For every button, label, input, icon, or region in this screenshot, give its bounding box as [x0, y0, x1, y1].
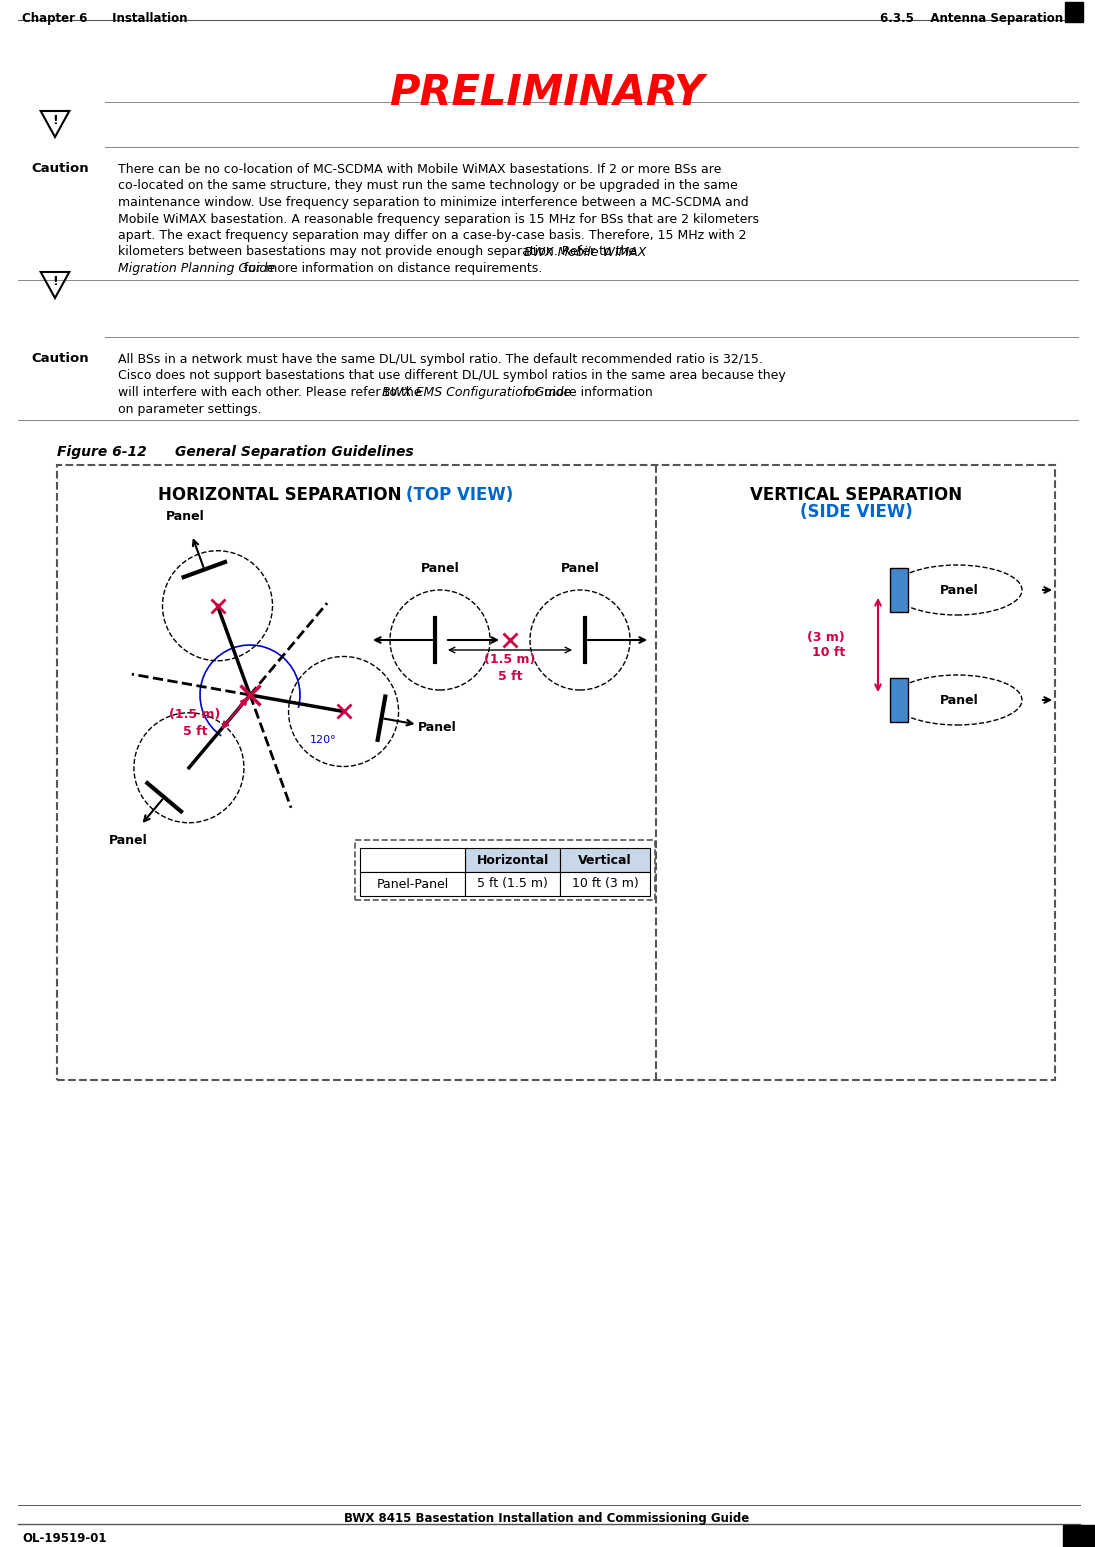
- Bar: [360, 848, 465, 873]
- Text: All BSs in a network must have the same DL/UL symbol ratio. The default recommen: All BSs in a network must have the same …: [118, 353, 763, 367]
- Bar: [465, 848, 560, 873]
- Text: Horizontal: Horizontal: [476, 854, 549, 866]
- Text: General Separation Guidelines: General Separation Guidelines: [175, 446, 414, 459]
- Text: 6-13: 6-13: [1062, 1535, 1095, 1547]
- Text: (1.5 m): (1.5 m): [484, 653, 535, 667]
- Text: will interfere with each other. Please refer to the: will interfere with each other. Please r…: [118, 387, 426, 399]
- Text: Panel: Panel: [940, 693, 979, 707]
- Text: Panel: Panel: [108, 834, 147, 848]
- Text: Panel: Panel: [561, 562, 599, 575]
- Text: Panel: Panel: [420, 562, 460, 575]
- Text: There can be no co-location of MC-SCDMA with Mobile WiMAX basestations. If 2 or : There can be no co-location of MC-SCDMA …: [118, 162, 722, 176]
- Text: Mobile WiMAX basestation. A reasonable frequency separation is 15 MHz for BSs th: Mobile WiMAX basestation. A reasonable f…: [118, 212, 759, 226]
- Bar: [890, 678, 908, 722]
- Text: VERTICAL SEPARATION: VERTICAL SEPARATION: [750, 486, 963, 504]
- Bar: [360, 873, 465, 896]
- Bar: [890, 568, 908, 613]
- Text: OL-19519-01: OL-19519-01: [22, 1532, 106, 1545]
- Text: HORIZONTAL SEPARATION: HORIZONTAL SEPARATION: [159, 486, 402, 504]
- Text: (SIDE VIEW): (SIDE VIEW): [799, 503, 912, 521]
- Text: for more information on distance requirements.: for more information on distance require…: [240, 261, 542, 275]
- Text: 6.3.5    Antenna Separation: 6.3.5 Antenna Separation: [880, 12, 1063, 25]
- Text: (TOP VIEW): (TOP VIEW): [406, 486, 514, 504]
- Text: Chapter 6      Installation: Chapter 6 Installation: [22, 12, 187, 25]
- Bar: [560, 873, 650, 896]
- Text: Cisco does not support basestations that use different DL/UL symbol ratios in th: Cisco does not support basestations that…: [118, 370, 786, 382]
- Text: for more information: for more information: [519, 387, 653, 399]
- Text: Panel: Panel: [417, 721, 457, 735]
- Bar: [1063, 1525, 1095, 1547]
- Bar: [465, 873, 560, 896]
- Text: Migration Planning Guide: Migration Planning Guide: [118, 261, 275, 275]
- Text: Vertical: Vertical: [578, 854, 632, 866]
- Text: maintenance window. Use frequency separation to minimize interference between a : maintenance window. Use frequency separa…: [118, 196, 749, 209]
- Text: Panel: Panel: [165, 511, 205, 523]
- Bar: [1065, 2, 1083, 22]
- Text: kilometers between basestations may not provide enough separation. Refer to the: kilometers between basestations may not …: [118, 246, 641, 258]
- Text: (1.5 m): (1.5 m): [170, 709, 221, 721]
- Text: Panel: Panel: [940, 583, 979, 597]
- Text: 5 ft: 5 ft: [183, 726, 207, 738]
- Text: Figure 6-12: Figure 6-12: [57, 446, 147, 459]
- Text: Caution: Caution: [31, 162, 89, 175]
- Text: 10 ft (3 m): 10 ft (3 m): [572, 877, 638, 891]
- Text: 5 ft (1.5 m): 5 ft (1.5 m): [477, 877, 548, 891]
- Bar: [57, 466, 1054, 1080]
- Text: BWX Mobile WiMAX: BWX Mobile WiMAX: [525, 246, 647, 258]
- Text: (3 m): (3 m): [807, 631, 845, 644]
- Text: co-located on the same structure, they must run the same technology or be upgrad: co-located on the same structure, they m…: [118, 179, 738, 192]
- Text: apart. The exact frequency separation may differ on a case-by-case basis. Theref: apart. The exact frequency separation ma…: [118, 229, 747, 241]
- Text: 10 ft: 10 ft: [811, 647, 845, 659]
- Bar: [355, 840, 655, 900]
- Text: on parameter settings.: on parameter settings.: [118, 402, 262, 416]
- Text: Panel-Panel: Panel-Panel: [377, 877, 449, 891]
- Text: !: !: [53, 275, 58, 288]
- Text: BWX EMS Configuration Guide: BWX EMS Configuration Guide: [382, 387, 572, 399]
- Text: Caution: Caution: [31, 353, 89, 365]
- Text: 5 ft: 5 ft: [498, 670, 522, 682]
- Text: !: !: [53, 114, 58, 127]
- Text: PRELIMINARY: PRELIMINARY: [390, 73, 704, 114]
- Bar: [560, 848, 650, 873]
- Text: BWX 8415 Basestation Installation and Commissioning Guide: BWX 8415 Basestation Installation and Co…: [344, 1511, 750, 1525]
- Text: 120°: 120°: [310, 735, 336, 746]
